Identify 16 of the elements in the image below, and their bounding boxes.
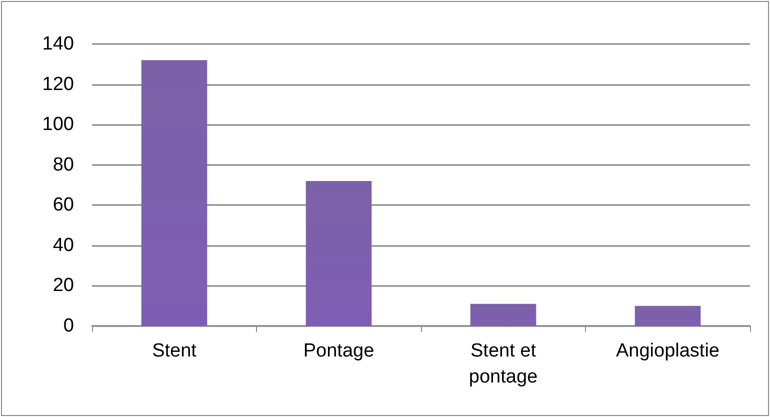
x-tick-label: Stent bbox=[152, 340, 198, 362]
bar bbox=[141, 60, 208, 326]
y-tick-label: 0 bbox=[63, 316, 74, 336]
y-tick-label: 20 bbox=[52, 275, 74, 296]
y-tick-label: 140 bbox=[42, 34, 74, 54]
y-tick-label: 40 bbox=[52, 234, 74, 256]
bar bbox=[634, 306, 701, 326]
x-tick-label: Angioplastie bbox=[616, 340, 720, 362]
y-tick-label: 120 bbox=[42, 74, 74, 95]
y-tick-label: 100 bbox=[42, 114, 74, 136]
x-tick-label: Pontage bbox=[303, 340, 374, 362]
bar bbox=[306, 180, 372, 326]
y-tick-label: 80 bbox=[52, 154, 74, 176]
y-tick-label: 60 bbox=[52, 194, 74, 216]
bar bbox=[470, 304, 536, 326]
x-tick-label: Stent et pontage bbox=[468, 340, 538, 388]
